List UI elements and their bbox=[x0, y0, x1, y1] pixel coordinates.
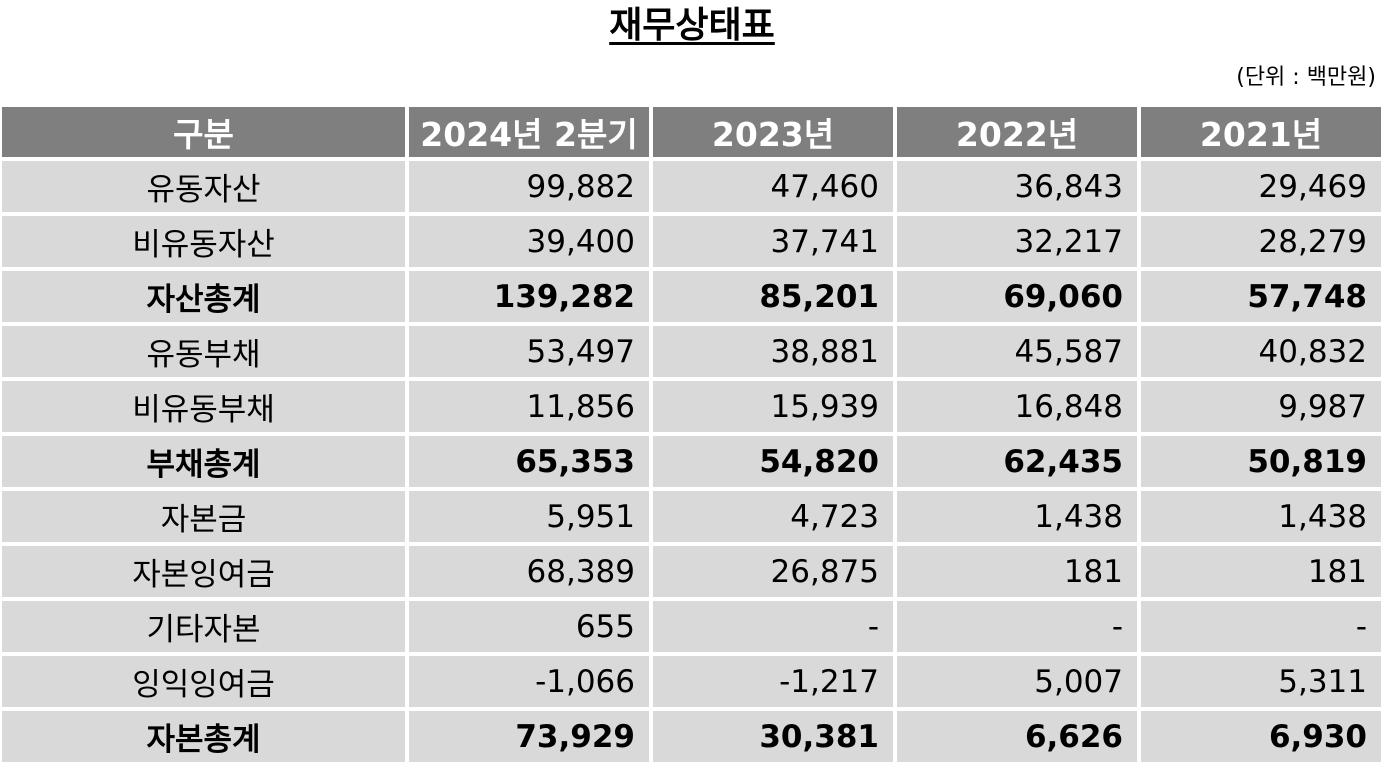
cell-value: 11,856 bbox=[409, 381, 649, 432]
cell-value: 45,587 bbox=[897, 326, 1137, 377]
cell-value: 65,353 bbox=[409, 436, 649, 487]
cell-value: 62,435 bbox=[897, 436, 1137, 487]
table-row-noncurrent-assets: 비유동자산 39,400 37,741 32,217 28,279 bbox=[2, 216, 1381, 267]
cell-value: 4,723 bbox=[653, 491, 893, 542]
title-text: 재무상태표 bbox=[609, 5, 775, 46]
cell-value: - bbox=[653, 601, 893, 652]
cell-value: 139,282 bbox=[409, 271, 649, 322]
cell-value: 6,930 bbox=[1141, 711, 1381, 762]
row-label: 기타자본 bbox=[2, 601, 405, 652]
cell-value: 40,832 bbox=[1141, 326, 1381, 377]
financial-statement-table: 구분 2024년 2분기 2023년 2022년 2021년 유동자산 99,8… bbox=[0, 103, 1384, 766]
cell-value: 181 bbox=[897, 546, 1137, 597]
cell-value: 9,987 bbox=[1141, 381, 1381, 432]
table-row-current-liabilities: 유동부채 53,497 38,881 45,587 40,832 bbox=[2, 326, 1381, 377]
cell-value: 73,929 bbox=[409, 711, 649, 762]
row-label: 비유동부채 bbox=[2, 381, 405, 432]
table-body: 유동자산 99,882 47,460 36,843 29,469 비유동자산 3… bbox=[2, 161, 1381, 762]
cell-value: 36,843 bbox=[897, 161, 1137, 212]
row-label: 자본총계 bbox=[2, 711, 405, 762]
cell-value: 99,882 bbox=[409, 161, 649, 212]
row-label: 자본금 bbox=[2, 491, 405, 542]
row-label: 유동자산 bbox=[2, 161, 405, 212]
cell-value: -1,217 bbox=[653, 656, 893, 707]
header-category: 구분 bbox=[2, 107, 405, 157]
header-2021: 2021년 bbox=[1141, 107, 1381, 157]
cell-value: 26,875 bbox=[653, 546, 893, 597]
header-2022: 2022년 bbox=[897, 107, 1137, 157]
cell-value: 47,460 bbox=[653, 161, 893, 212]
row-label: 부채총계 bbox=[2, 436, 405, 487]
table-row-total-equity: 자본총계 73,929 30,381 6,626 6,930 bbox=[2, 711, 1381, 762]
cell-value: 5,951 bbox=[409, 491, 649, 542]
cell-value: 85,201 bbox=[653, 271, 893, 322]
page-title: 재무상태표 bbox=[0, 2, 1384, 50]
cell-value: 29,469 bbox=[1141, 161, 1381, 212]
table-row-capital-stock: 자본금 5,951 4,723 1,438 1,438 bbox=[2, 491, 1381, 542]
table-row-retained-earnings: 잉익잉여금 -1,066 -1,217 5,007 5,311 bbox=[2, 656, 1381, 707]
cell-value: 5,311 bbox=[1141, 656, 1381, 707]
cell-value: 32,217 bbox=[897, 216, 1137, 267]
cell-value: 5,007 bbox=[897, 656, 1137, 707]
cell-value: 39,400 bbox=[409, 216, 649, 267]
row-label: 자산총계 bbox=[2, 271, 405, 322]
cell-value: -1,066 bbox=[409, 656, 649, 707]
row-label: 비유동자산 bbox=[2, 216, 405, 267]
row-label: 잉익잉여금 bbox=[2, 656, 405, 707]
cell-value: 15,939 bbox=[653, 381, 893, 432]
cell-value: 1,438 bbox=[1141, 491, 1381, 542]
table-row-other-capital: 기타자본 655 - - - bbox=[2, 601, 1381, 652]
cell-value: 57,748 bbox=[1141, 271, 1381, 322]
header-2024-q2: 2024년 2분기 bbox=[409, 107, 649, 157]
table-header: 구분 2024년 2분기 2023년 2022년 2021년 bbox=[2, 107, 1381, 157]
cell-value: 28,279 bbox=[1141, 216, 1381, 267]
row-label: 유동부채 bbox=[2, 326, 405, 377]
cell-value: 1,438 bbox=[897, 491, 1137, 542]
cell-value: 38,881 bbox=[653, 326, 893, 377]
row-label: 자본잉여금 bbox=[2, 546, 405, 597]
cell-value: - bbox=[897, 601, 1137, 652]
header-row: 구분 2024년 2분기 2023년 2022년 2021년 bbox=[2, 107, 1381, 157]
cell-value: 655 bbox=[409, 601, 649, 652]
cell-value: 54,820 bbox=[653, 436, 893, 487]
cell-value: 50,819 bbox=[1141, 436, 1381, 487]
table-row-total-assets: 자산총계 139,282 85,201 69,060 57,748 bbox=[2, 271, 1381, 322]
cell-value: - bbox=[1141, 601, 1381, 652]
cell-value: 69,060 bbox=[897, 271, 1137, 322]
cell-value: 37,741 bbox=[653, 216, 893, 267]
cell-value: 30,381 bbox=[653, 711, 893, 762]
cell-value: 53,497 bbox=[409, 326, 649, 377]
cell-value: 6,626 bbox=[897, 711, 1137, 762]
unit-note: (단위 : 백만원) bbox=[1236, 65, 1376, 90]
cell-value: 16,848 bbox=[897, 381, 1137, 432]
header-2023: 2023년 bbox=[653, 107, 893, 157]
table-row-total-liabilities: 부채총계 65,353 54,820 62,435 50,819 bbox=[2, 436, 1381, 487]
cell-value: 68,389 bbox=[409, 546, 649, 597]
table-row-current-assets: 유동자산 99,882 47,460 36,843 29,469 bbox=[2, 161, 1381, 212]
table-row-capital-surplus: 자본잉여금 68,389 26,875 181 181 bbox=[2, 546, 1381, 597]
cell-value: 181 bbox=[1141, 546, 1381, 597]
table-row-noncurrent-liabilities: 비유동부채 11,856 15,939 16,848 9,987 bbox=[2, 381, 1381, 432]
